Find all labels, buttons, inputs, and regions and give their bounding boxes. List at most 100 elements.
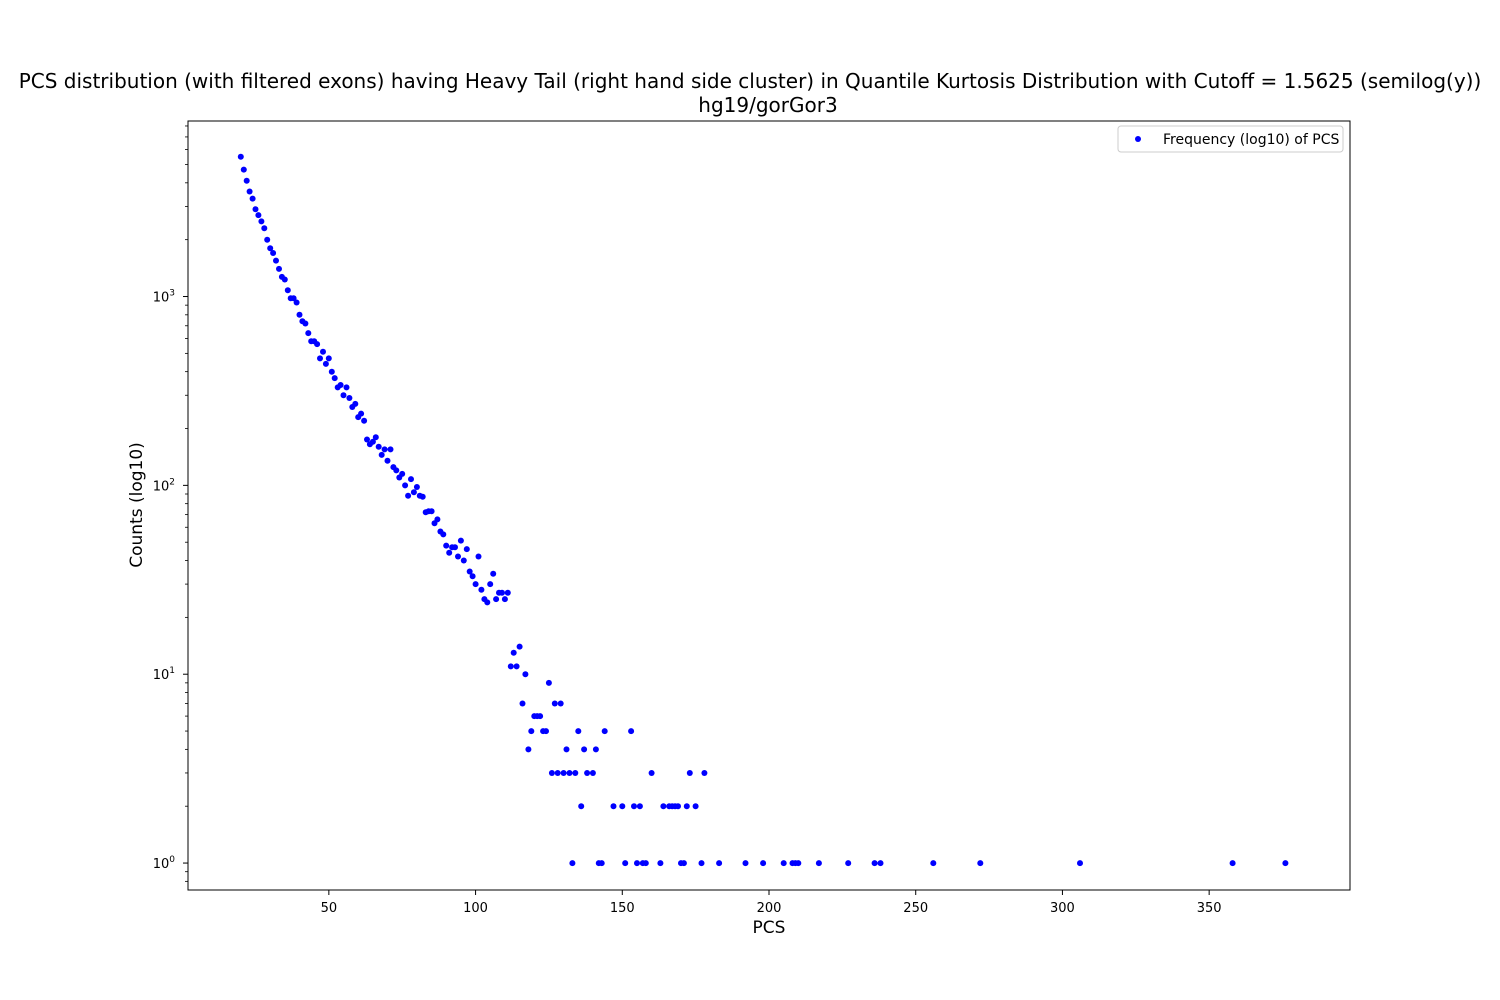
data-point (419, 493, 426, 500)
x-tick-label: 250 (903, 901, 928, 916)
data-point (270, 250, 277, 256)
data-point (405, 492, 412, 499)
data-point (369, 438, 376, 445)
data-point (516, 643, 523, 650)
data-point (554, 770, 561, 776)
data-point (322, 360, 329, 367)
data-point (364, 436, 370, 443)
data-point (563, 746, 570, 753)
legend-marker (1135, 136, 1141, 142)
chart-title: PCS distribution (with filtered exons) h… (19, 69, 1482, 93)
data-point (513, 663, 520, 670)
data-point (399, 470, 406, 477)
data-point (569, 860, 576, 867)
data-point (428, 508, 435, 515)
data-point (545, 679, 552, 686)
data-point (660, 803, 667, 810)
y-tick-label: 100 (153, 855, 176, 872)
data-point (683, 803, 690, 810)
data-point (352, 400, 359, 407)
legend: Frequency (log10) of PCS (1117, 125, 1344, 153)
legend-box (1117, 125, 1344, 153)
data-point (346, 395, 353, 401)
data-point (258, 218, 265, 225)
data-point (337, 382, 344, 388)
data-point (528, 728, 535, 735)
data-points (237, 153, 1289, 867)
data-point (680, 860, 687, 867)
data-point (675, 803, 681, 810)
data-point (314, 341, 321, 348)
data-point (537, 713, 544, 720)
data-point (331, 375, 338, 382)
x-tick-label: 100 (463, 901, 488, 916)
data-point (522, 671, 529, 678)
data-point (575, 728, 582, 735)
data-point (434, 516, 441, 523)
data-point (701, 770, 708, 776)
data-point (358, 410, 365, 417)
data-point (631, 803, 637, 810)
data-point (261, 225, 268, 232)
data-point (592, 746, 599, 753)
data-point (845, 860, 852, 867)
data-point (642, 860, 649, 867)
data-point (628, 728, 635, 735)
data-point (815, 860, 822, 867)
data-point (402, 482, 409, 489)
data-point (413, 484, 420, 490)
data-point (378, 451, 385, 458)
data-point (267, 245, 274, 252)
data-point (475, 553, 482, 560)
data-point (237, 153, 244, 160)
data-point (598, 860, 605, 867)
x-tick-label: 200 (757, 901, 782, 916)
data-point (780, 860, 787, 867)
data-point (507, 663, 514, 670)
y-tick-label: 103 (153, 289, 175, 306)
data-point (252, 206, 259, 213)
data-point (519, 700, 526, 707)
data-point (410, 489, 417, 496)
data-point (634, 860, 640, 867)
data-point (716, 860, 723, 867)
data-point (478, 586, 485, 593)
data-point (340, 392, 347, 399)
chart-subtitle: hg19/gorGor3 (698, 93, 837, 117)
data-point (472, 581, 479, 588)
data-point (493, 596, 500, 603)
data-point (273, 257, 279, 264)
data-point (692, 803, 699, 810)
data-point (795, 860, 802, 867)
data-point (525, 746, 532, 753)
data-point (657, 860, 664, 867)
x-tick-label: 50 (321, 901, 338, 916)
data-point (601, 728, 608, 735)
data-point (543, 728, 549, 735)
y-axis-label: Counts (log10) (127, 442, 147, 568)
data-point (240, 166, 247, 173)
data-point (610, 803, 617, 810)
data-point (293, 299, 300, 306)
data-point (871, 860, 878, 867)
data-point (302, 320, 309, 327)
data-point (387, 446, 394, 453)
data-point (408, 476, 414, 483)
data-point (460, 557, 467, 564)
data-point (1282, 860, 1289, 867)
data-point (742, 860, 749, 867)
data-point (484, 599, 491, 606)
data-point (930, 860, 937, 867)
data-point (290, 295, 297, 302)
data-point (501, 596, 508, 603)
data-point (284, 287, 291, 294)
x-tick-label: 300 (1050, 901, 1075, 916)
data-point (463, 546, 470, 553)
data-point (548, 770, 555, 776)
data-point (317, 355, 323, 362)
x-tick-label: 150 (610, 901, 635, 916)
data-point (490, 570, 497, 577)
data-point (578, 803, 585, 810)
data-point (557, 700, 564, 707)
data-point (381, 446, 388, 453)
